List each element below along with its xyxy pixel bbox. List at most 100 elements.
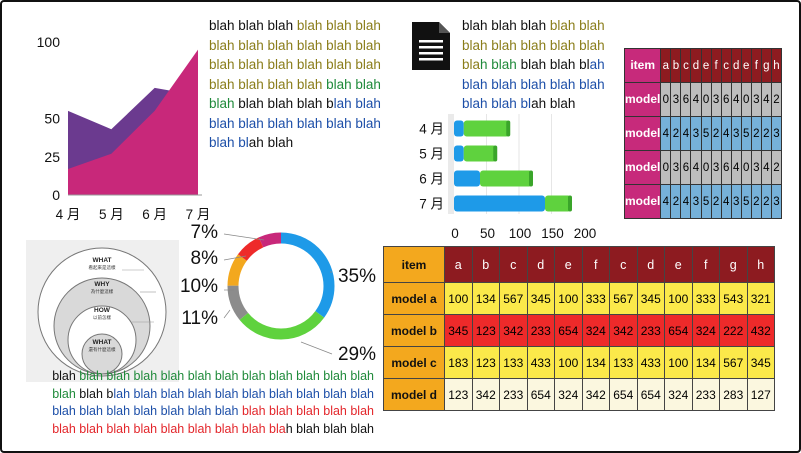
row-label: model: [623, 150, 662, 185]
table-cell: 233: [691, 378, 720, 411]
bar-end-cap: [568, 195, 572, 212]
text-run: blah blah blah: [209, 18, 297, 33]
table-row: model 4 2 4 3 5 2 4 3 5 2 2 3: [623, 116, 783, 151]
y-tick-label: 50: [44, 111, 60, 127]
table-cell: 4: [690, 150, 702, 185]
table-header-cell: d: [730, 48, 742, 83]
text-run: blah blah blah b: [238, 96, 334, 111]
table-header-cell: g: [760, 48, 772, 83]
table-cell: 100: [554, 282, 583, 315]
text-run: h blah blah blah: [285, 421, 374, 436]
table-cell: 133: [609, 346, 638, 379]
table-cell: 183: [444, 346, 473, 379]
table-cell: 123: [471, 346, 500, 379]
table-cell: 3: [750, 82, 762, 117]
text-run: lah blah blah blah blah blah: [209, 96, 385, 131]
table-cell: 345: [526, 282, 555, 315]
table-cell: 100: [664, 282, 693, 315]
table-cell: 127: [746, 378, 775, 411]
table-cell: 342: [499, 314, 528, 347]
table-cell: 3: [710, 82, 722, 117]
circle-subtitle: 以前怎樣: [93, 314, 111, 321]
table-header-cell: f: [581, 246, 610, 283]
table-header-cell: f: [710, 48, 722, 83]
table-header-cell: f: [750, 48, 762, 83]
y-tick-label: 0: [52, 187, 60, 203]
donut-percent-label: 8%: [191, 248, 219, 269]
table-header-cell: f: [691, 246, 720, 283]
x-tick-label: 4 月: [56, 207, 81, 222]
y-tick-label: 25: [44, 149, 60, 165]
row-label: model a: [383, 282, 445, 315]
table-header-cell: d: [636, 246, 665, 283]
text-run: blah blah blah: [462, 18, 550, 33]
axis-wall: [448, 114, 454, 214]
table-header-cell: h: [746, 246, 775, 283]
text-run: blah blah blah blah blah blah blah blah …: [52, 404, 378, 436]
table-cell: 123: [471, 314, 500, 347]
table-cell: 3: [690, 184, 702, 219]
table-cell: 100: [664, 346, 693, 379]
table-cell: 2: [710, 116, 722, 151]
table-cell: 233: [499, 378, 528, 411]
table-cell: 4: [760, 150, 772, 185]
table-cell: 345: [444, 314, 473, 347]
donut-percent-label: 35%: [338, 266, 376, 287]
table-header-cell: g: [719, 246, 748, 283]
table-cell: 342: [609, 314, 638, 347]
table-cell: 345: [636, 282, 665, 315]
table-row: model 0 3 6 4 0 3 6 4 0 3 4 2: [623, 150, 783, 185]
x-tick-label: 0: [451, 226, 459, 241]
table-cell: 654: [609, 378, 638, 411]
y-tick-label: 100: [37, 34, 61, 50]
donut-percent-label: 10%: [180, 276, 218, 297]
table-cell: 333: [581, 282, 610, 315]
table-cell: 342: [471, 378, 500, 411]
table-cell: 2: [710, 184, 722, 219]
table-cell: 134: [581, 346, 610, 379]
table-header-cell: e: [554, 246, 583, 283]
table-cell: 4: [660, 184, 672, 219]
table-cell: 567: [609, 282, 638, 315]
row-label: model b: [383, 314, 445, 347]
small-data-table: item a b c d e f c d e f g h model 0 3 6 4 0 3 6 4 0 3 4 2 model 4 2…: [623, 48, 783, 219]
x-tick-label: 7 月: [186, 207, 211, 222]
text-run: blah blah blah: [209, 76, 385, 112]
circle-title: WHAT: [92, 257, 111, 264]
table-cell: 4: [660, 116, 672, 151]
table-cell: 4: [720, 116, 732, 151]
bar-segment: [454, 195, 545, 212]
area-chart: 100 50 25 0 4 月 5 月 6 月 7 月: [37, 34, 211, 222]
circle-title: WHAT: [92, 339, 111, 346]
table-cell: 324: [664, 378, 693, 411]
bar-segment: [463, 145, 497, 162]
bar-end-cap: [529, 170, 533, 187]
table-cell: 654: [526, 378, 555, 411]
table-cell: 4: [720, 184, 732, 219]
table-cell: 432: [746, 314, 775, 347]
table-cell: 3: [770, 116, 783, 151]
table-cell: 2: [770, 150, 783, 185]
table-cell: 3: [770, 184, 783, 219]
donut-leader-line: [300, 341, 333, 355]
circle-title: HOW: [94, 307, 111, 314]
row-label: model: [623, 184, 662, 219]
table-cell: 3: [730, 184, 742, 219]
text-block-top-left: blah blah blah blah blah blah blah blah …: [209, 16, 401, 153]
table-header-row: item a b c d e f c d e f g h: [383, 246, 775, 283]
table-header-cell: c: [609, 246, 638, 283]
table-cell: 4: [730, 150, 742, 185]
text-run: blah blah blah bl: [209, 115, 385, 151]
table-corner-cell: item: [623, 48, 662, 83]
table-cell: 324: [581, 314, 610, 347]
text-run: blah blah bl: [520, 57, 590, 72]
table-cell: 3: [730, 116, 742, 151]
table-cell: 0: [660, 150, 672, 185]
table-header-cell: e: [664, 246, 693, 283]
table-header-cell: e: [700, 48, 712, 83]
main-data-table: item a b c d e f c d e f g h model a 100 134 567 345 100 33…: [383, 246, 775, 411]
table-cell: 222: [719, 314, 748, 347]
table-cell: 654: [664, 314, 693, 347]
table-cell: 433: [636, 346, 665, 379]
table-cell: 654: [554, 314, 583, 347]
